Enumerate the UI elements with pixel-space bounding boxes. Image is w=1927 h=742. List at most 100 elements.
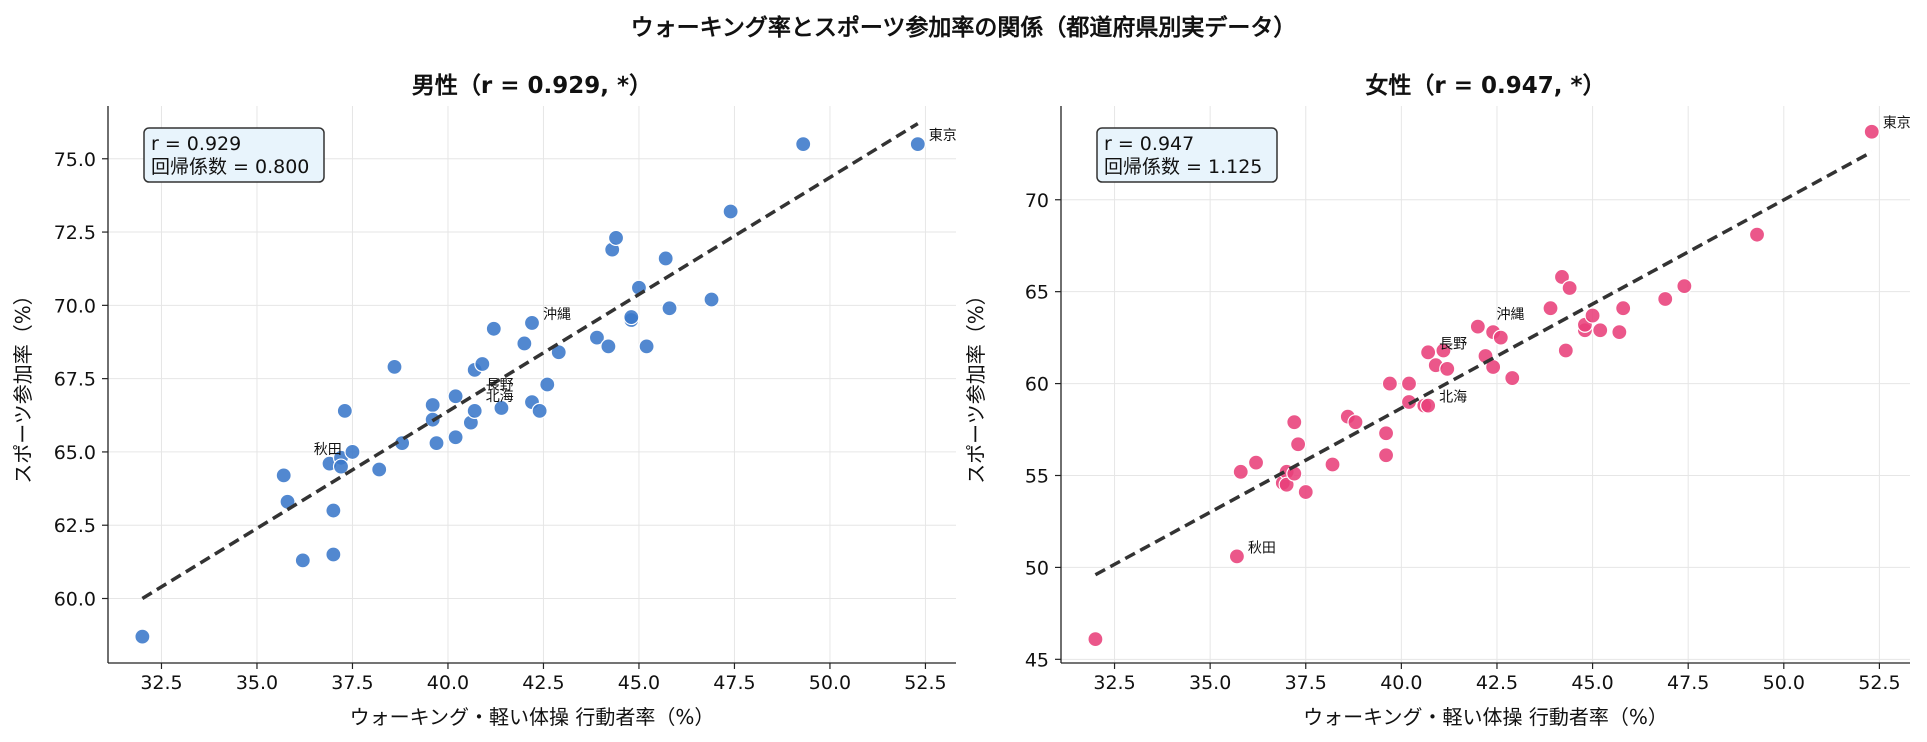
female-data-point — [1615, 300, 1632, 317]
male-data-point — [294, 552, 311, 569]
female-annotation-coef: 回帰係数 = 1.125 — [1104, 156, 1262, 178]
male-data-point — [386, 358, 403, 376]
male-plot: 32.5 35.0 37.5 40.0 42.5 45.0 47.5 50.0 52.5 60.0… — [11, 72, 957, 729]
male-data-point — [466, 402, 483, 419]
male-point-label: 北海 — [486, 389, 514, 405]
male-chart-title: 男性（r = 0.929, *） — [412, 72, 652, 99]
female-x-tick-label: 35.0 — [1189, 672, 1231, 694]
female-data-point — [1400, 393, 1418, 411]
female-data-point — [1553, 268, 1571, 286]
female-point-label: 北海 — [1439, 390, 1467, 406]
male-annotation-coef: 回帰係数 = 0.800 — [151, 156, 309, 178]
female-data-point — [1420, 397, 1437, 414]
male-data-point — [447, 429, 464, 446]
male-x-tick-label: 37.5 — [331, 672, 373, 694]
male-data-point — [600, 338, 617, 355]
male-data-point — [516, 335, 533, 352]
female-data-point — [1228, 548, 1246, 565]
female-data-point — [1611, 324, 1628, 341]
male-x-tick-label: 52.5 — [904, 672, 946, 694]
female-point-label: 長野 — [1439, 336, 1467, 352]
male-data-point — [531, 402, 548, 419]
male-data-point — [638, 338, 655, 355]
female-data-point — [1863, 123, 1880, 140]
male-data-point — [474, 355, 491, 373]
male-y-tick-label: 75.0 — [54, 149, 96, 171]
female-y-axis-label: スポーツ参加率（%） — [964, 285, 988, 484]
female-x-tick-label: 45.0 — [1571, 672, 1613, 694]
male-x-tick-label: 42.5 — [522, 672, 564, 694]
male-x-tick-label: 50.0 — [809, 672, 851, 694]
female-y-tick-label: 70 — [1025, 190, 1049, 212]
figure-title: ウォーキング率とスポーツ参加率の関係（都道府県別実データ） — [630, 15, 1297, 41]
male-y-tick-label: 65.0 — [54, 442, 96, 464]
male-data-point — [722, 203, 739, 220]
male-data-point — [523, 314, 541, 332]
male-point-label: 秋田 — [314, 442, 342, 458]
female-point-label: 秋田 — [1248, 540, 1276, 556]
male-data-point — [703, 291, 720, 308]
female-data-point — [1561, 279, 1578, 297]
male-data-point — [539, 376, 556, 393]
female-x-tick-label: 37.5 — [1285, 672, 1327, 694]
female-point-label: 沖縄 — [1497, 307, 1525, 323]
female-annotation-box — [1096, 127, 1278, 183]
male-data-point — [550, 344, 567, 361]
female-data-point — [1087, 631, 1104, 648]
male-data-point — [325, 546, 342, 563]
female-data-point — [1377, 425, 1395, 442]
female-x-axis-label: ウォーキング・軽い体操 行動者率（%） — [1303, 705, 1668, 729]
male-point-label: 長野 — [486, 377, 514, 393]
male-annotation-r: r = 0.929 — [151, 133, 241, 155]
female-data-point — [1435, 342, 1452, 359]
female-data-point — [1748, 226, 1766, 243]
female-data-point — [1400, 375, 1418, 392]
male-data-point — [657, 250, 674, 267]
female-data-point — [1324, 456, 1341, 473]
female-data-point — [1676, 278, 1693, 295]
male-point-label: 沖縄 — [543, 307, 571, 323]
female-data-point — [1232, 463, 1249, 480]
male-regression-line — [141, 122, 919, 600]
male-data-point — [485, 320, 502, 337]
male-y-tick-label: 72.5 — [54, 222, 96, 244]
male-data-point — [795, 136, 812, 153]
female-data-point — [1381, 375, 1398, 392]
female-data-point — [1290, 436, 1307, 453]
female-data-point — [1492, 329, 1509, 346]
female-y-tick-label: 60 — [1025, 374, 1049, 396]
male-data-point — [344, 443, 361, 461]
male-data-point — [607, 229, 625, 247]
female-regression-line — [1094, 150, 1873, 577]
female-data-point — [1247, 454, 1265, 471]
male-data-point — [424, 396, 441, 414]
male-x-tick-label: 45.0 — [618, 672, 660, 694]
female-data-point — [1347, 414, 1364, 431]
female-data-point — [1377, 447, 1395, 464]
male-data-point — [371, 461, 388, 478]
female-chart-title: 女性（r = 0.947, *） — [1365, 72, 1605, 99]
male-data-point — [661, 300, 678, 317]
female-x-tick-label: 40.0 — [1380, 672, 1422, 694]
male-y-axis-label: スポーツ参加率（%） — [11, 285, 35, 484]
male-x-tick-label: 35.0 — [236, 672, 278, 694]
female-point-label: 東京 — [1883, 116, 1911, 132]
female-data-point — [1592, 322, 1609, 339]
female-x-tick-label: 52.5 — [1858, 672, 1900, 694]
male-point-label: 東京 — [929, 128, 957, 144]
male-data-point — [447, 388, 464, 405]
female-data-point — [1657, 290, 1674, 308]
female-y-tick-label: 55 — [1025, 465, 1049, 487]
male-y-tick-label: 60.0 — [54, 589, 96, 611]
female-data-point — [1278, 476, 1295, 493]
female-y-tick-label: 65 — [1025, 282, 1049, 304]
male-y-tick-label: 70.0 — [54, 295, 96, 317]
male-x-tick-label: 47.5 — [713, 672, 755, 694]
male-annotation-box — [143, 127, 325, 183]
male-data-point — [336, 402, 353, 419]
male-data-point — [909, 136, 926, 153]
male-data-point — [428, 435, 445, 452]
female-x-tick-label: 32.5 — [1093, 672, 1135, 694]
male-data-point — [493, 399, 510, 417]
